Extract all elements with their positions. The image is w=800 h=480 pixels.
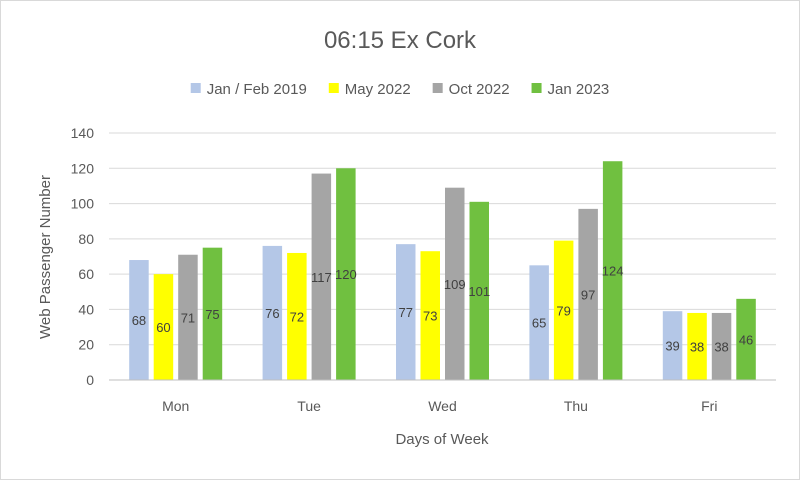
legend-label-jan-feb-2019: Jan / Feb 2019 [207, 81, 307, 98]
bar-fri-jan-2023 [736, 298, 756, 380]
bar-tue-may-2022 [287, 252, 307, 380]
data-label-thu-may-2022: 79 [556, 303, 570, 318]
data-label-thu-jan-2023: 124 [602, 264, 624, 279]
bar-mon-may-2022 [153, 274, 174, 380]
legend-label-may-2022: May 2022 [345, 81, 411, 98]
x-tick-label-wed: Wed [428, 398, 457, 414]
data-label-fri-jan-2023: 46 [739, 332, 753, 347]
bar-wed-jan-2023 [469, 201, 489, 380]
data-label-mon-may-2022: 60 [156, 320, 170, 335]
x-tick-label-mon: Mon [162, 398, 189, 414]
x-tick-label-tue: Tue [297, 398, 321, 414]
bar-wed-jan-feb-2019 [396, 244, 416, 380]
y-tick-label-140: 140 [71, 125, 95, 141]
legend-swatch-jan-2023 [531, 83, 542, 93]
data-label-wed-may-2022: 73 [423, 309, 437, 324]
data-labels: 68 60 71 75 76 72 117 120 77 73 109 101 65 79 97 124 39 3… [132, 264, 754, 355]
data-label-thu-jan-feb-2019: 65 [532, 316, 546, 331]
y-tick-label-80: 80 [78, 231, 94, 247]
bar-mon-jan-2023 [202, 247, 223, 380]
legend-swatch-may-2022 [328, 83, 339, 93]
bar-tue-jan-feb-2019 [262, 245, 283, 380]
data-label-fri-may-2022: 38 [690, 339, 704, 354]
data-label-thu-oct-2022: 97 [581, 287, 595, 302]
y-axis-ticks: 0 20 40 60 80 100 120 140 [71, 125, 95, 388]
data-label-tue-jan-2023: 120 [335, 267, 357, 282]
x-axis-ticks: Mon Tue Wed Thu Fri [162, 398, 717, 414]
bar-thu-oct-2022 [578, 208, 598, 380]
x-tick-label-thu: Thu [564, 398, 588, 414]
data-label-wed-jan-2023: 101 [468, 284, 490, 299]
data-label-wed-jan-feb-2019: 77 [399, 305, 413, 320]
data-label-mon-oct-2022: 71 [181, 310, 195, 325]
bar-thu-jan-2023 [602, 161, 623, 380]
data-label-mon-jan-2023: 75 [205, 307, 219, 322]
legend: Jan / Feb 2019 May 2022 Oct 2022 Jan 2023 [190, 81, 610, 98]
y-axis-title: Web Passenger Number [37, 175, 54, 339]
legend-label-jan-2023: Jan 2023 [548, 81, 610, 98]
y-tick-label-40: 40 [78, 301, 94, 317]
bars [129, 161, 756, 380]
bar-tue-jan-2023 [336, 168, 356, 380]
y-tick-label-60: 60 [78, 266, 94, 282]
bar-fri-oct-2022 [711, 312, 732, 380]
data-label-tue-jan-feb-2019: 76 [265, 306, 279, 321]
data-label-tue-may-2022: 72 [290, 309, 304, 324]
data-label-fri-oct-2022: 38 [714, 339, 728, 354]
chart-title: 06:15 Ex Cork [324, 27, 477, 54]
bar-fri-jan-feb-2019 [662, 311, 683, 380]
bar-mon-oct-2022 [178, 254, 198, 380]
bar-wed-may-2022 [420, 251, 440, 380]
x-tick-label-fri: Fri [701, 398, 717, 414]
bar-tue-oct-2022 [311, 173, 332, 380]
data-label-tue-oct-2022: 117 [311, 270, 332, 285]
data-label-fri-jan-feb-2019: 39 [665, 339, 679, 354]
bar-fri-may-2022 [687, 312, 707, 380]
y-tick-label-100: 100 [71, 196, 95, 212]
legend-swatch-jan-feb-2019 [190, 83, 201, 93]
y-tick-label-20: 20 [78, 337, 94, 353]
bar-wed-oct-2022 [445, 187, 465, 380]
x-axis-title: Days of Week [395, 431, 489, 448]
bar-thu-may-2022 [553, 240, 574, 380]
legend-swatch-oct-2022 [432, 83, 443, 93]
y-tick-label-0: 0 [86, 372, 94, 388]
bar-mon-jan-feb-2019 [129, 260, 149, 380]
legend-label-oct-2022: Oct 2022 [449, 81, 510, 98]
bar-thu-jan-feb-2019 [529, 265, 549, 380]
data-label-wed-oct-2022: 109 [444, 277, 466, 292]
y-tick-label-120: 120 [71, 160, 95, 176]
data-label-mon-jan-feb-2019: 68 [132, 313, 146, 328]
